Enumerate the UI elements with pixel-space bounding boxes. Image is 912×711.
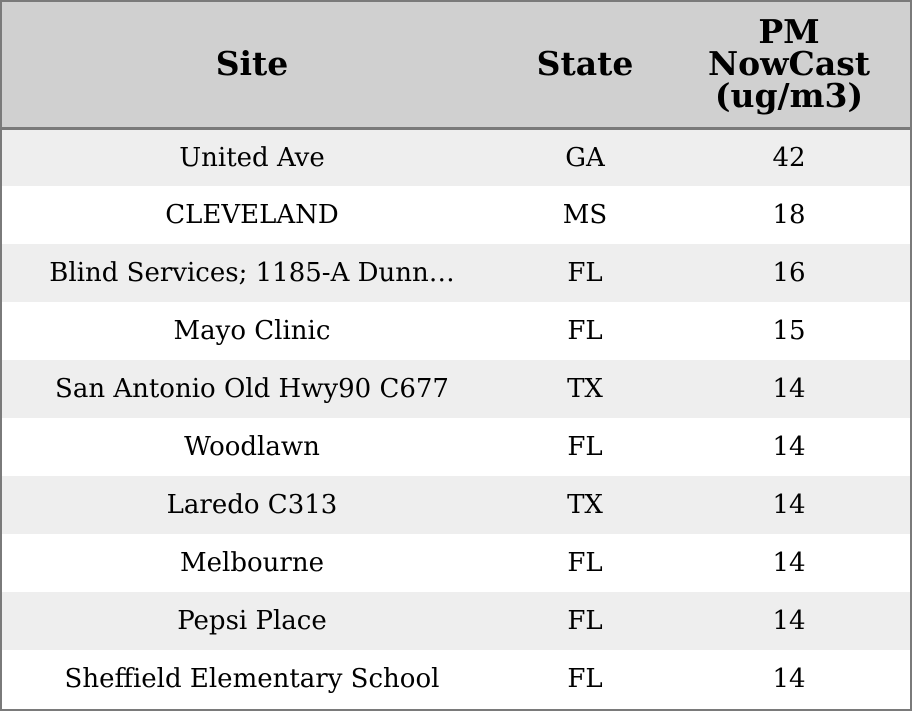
cell-pm-nowcast: 18	[772, 200, 806, 230]
table-row: San Antonio Old Hwy90 C677 TX 14	[2, 360, 910, 418]
cell-site: Mayo Clinic	[173, 316, 331, 346]
cell-pm-nowcast: 16	[772, 258, 806, 288]
cell-site: Melbourne	[180, 548, 324, 578]
table-body: United Ave GA 42 CLEVELAND MS 18 Blind Service…	[2, 128, 910, 708]
column-header-state: State	[502, 2, 668, 130]
cell-state: GA	[565, 142, 605, 173]
table-row: Mayo Clinic FL 15	[2, 302, 910, 360]
table-row: Blind Services; 1185-A Dunn… FL 16	[2, 244, 910, 302]
table-row: Melbourne FL 14	[2, 534, 910, 592]
cell-site: Pepsi Place	[177, 606, 327, 636]
cell-site: Blind Services; 1185-A Dunn…	[49, 258, 455, 288]
header-row: Site State PM NowCast (ug/m3)	[2, 2, 910, 130]
cell-state: TX	[567, 490, 603, 520]
table-row: Pepsi Place FL 14	[2, 592, 910, 650]
cell-state: FL	[567, 258, 603, 288]
table-row: Sheffield Elementary School FL 14	[2, 650, 910, 708]
cell-state: FL	[567, 548, 603, 578]
cell-pm-nowcast: 14	[772, 374, 806, 404]
table-row: Woodlawn FL 14	[2, 418, 910, 476]
table-row: United Ave GA 42	[2, 128, 910, 186]
cell-state: TX	[567, 374, 603, 404]
cell-state: FL	[567, 432, 603, 462]
cell-pm-nowcast: 14	[772, 548, 806, 578]
cell-state: FL	[567, 606, 603, 636]
cell-pm-nowcast: 14	[772, 606, 806, 636]
cell-pm-nowcast: 14	[772, 432, 806, 462]
table-row: CLEVELAND MS 18	[2, 186, 910, 244]
cell-state: MS	[562, 200, 608, 230]
cell-pm-nowcast: 15	[772, 316, 806, 346]
cell-site: Woodlawn	[184, 432, 320, 462]
cell-pm-nowcast: 14	[772, 490, 806, 520]
column-header-pm-nowcast: PM NowCast (ug/m3)	[668, 2, 910, 130]
cell-site: Laredo C313	[166, 490, 338, 520]
table-row: Laredo C313 TX 14	[2, 476, 910, 534]
cell-state: FL	[567, 664, 603, 694]
cell-site: United Ave	[179, 142, 325, 173]
cell-site: San Antonio Old Hwy90 C677	[55, 374, 449, 404]
cell-site: CLEVELAND	[165, 200, 339, 230]
cell-pm-nowcast: 42	[772, 142, 806, 173]
table-header: Site State PM NowCast (ug/m3)	[2, 2, 910, 130]
cell-site: Sheffield Elementary School	[64, 664, 440, 694]
cell-pm-nowcast: 14	[772, 664, 806, 694]
cell-state: FL	[567, 316, 603, 346]
column-header-site: Site	[2, 2, 502, 130]
